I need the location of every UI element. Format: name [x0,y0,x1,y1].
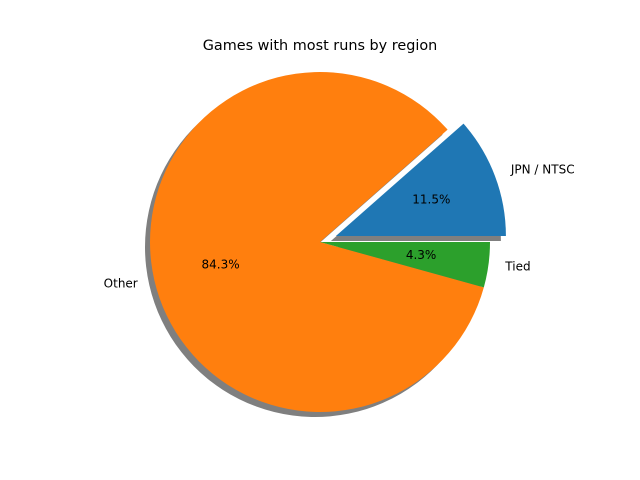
slice-label-tied: Tied [504,260,530,274]
slice-percent-other: 84.3% [202,257,240,271]
label-layer: JPN / NTSC 11.5% Other 84.3% Tied 4.3% [104,162,575,290]
chart-title: Games with most runs by region [203,38,438,54]
slice-label-other: Other [104,276,138,290]
pie-slice-tied [320,242,491,288]
slice-label-jpn-ntsc: JPN / NTSC [510,162,575,176]
pie-slice-jpn-ntsc [335,123,506,236]
slice-percent-tied: 4.3% [406,248,437,262]
slice-percent-jpn-ntsc: 11.5% [412,192,450,206]
slice-layer [150,71,506,412]
pie-slice-other [150,71,484,412]
